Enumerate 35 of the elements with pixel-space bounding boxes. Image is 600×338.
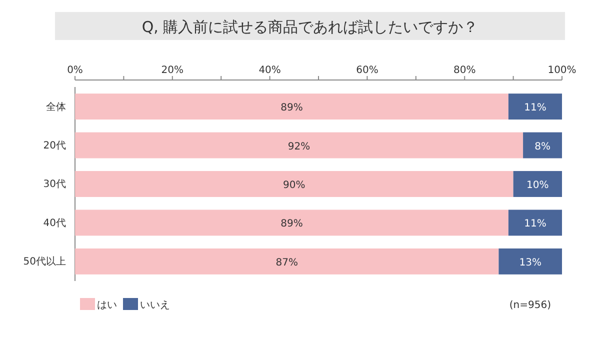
bar <box>513 171 562 197</box>
x-tick-label: 40% <box>258 65 281 76</box>
data-label: 89% <box>280 218 303 230</box>
data-label: 87% <box>276 257 298 268</box>
y-tick-label: 30代 <box>43 179 66 190</box>
bar <box>523 132 562 158</box>
data-label: 13% <box>519 257 542 268</box>
bar <box>508 94 562 120</box>
y-tick-label: 全体 <box>46 100 66 113</box>
chart-title: Q, 購入前に試せる商品であれば試したいですか？ <box>142 18 478 36</box>
x-tick-label: 80% <box>453 65 476 76</box>
data-label: 8% <box>534 141 550 152</box>
bar <box>75 248 499 274</box>
legend-label: はい <box>97 300 117 311</box>
bar <box>508 210 562 236</box>
legend-label: いいえ <box>140 300 170 311</box>
bar <box>75 210 508 236</box>
y-tick-label: 20代 <box>43 140 66 152</box>
data-label: 92% <box>288 141 310 152</box>
y-tick-label: 50代以上 <box>23 256 66 268</box>
text: (n=956) <box>509 300 552 311</box>
data-label: 89% <box>280 102 303 114</box>
x-tick-label: 60% <box>356 65 378 76</box>
data-label: 10% <box>526 180 549 191</box>
bar <box>75 94 508 120</box>
bar <box>75 171 514 197</box>
x-tick-label: 100% <box>548 65 576 76</box>
data-label: 11% <box>524 102 546 114</box>
bar <box>498 248 562 274</box>
data-label: 11% <box>524 218 546 230</box>
x-tick-label: 0% <box>67 65 83 76</box>
x-tick-label: 20% <box>161 65 184 76</box>
y-tick-label: 40代 <box>43 218 66 229</box>
bar <box>75 132 524 158</box>
data-label: 90% <box>283 180 306 191</box>
